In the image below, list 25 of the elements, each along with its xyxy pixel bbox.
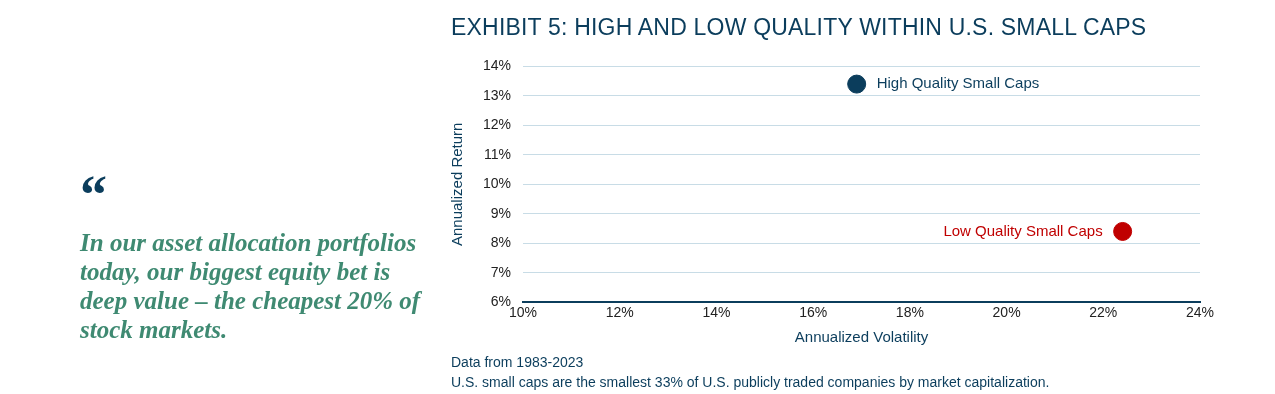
text: In our asset allocation portfolios today, our biggest equity bet is deep value – the cheapest 20% of stock markets. <box>80 228 423 344</box>
text: Data from 1983-2023 <box>451 353 585 372</box>
y-tick-label: 13% <box>482 86 512 103</box>
text: “ <box>80 165 107 225</box>
y-tick-label: 10% <box>482 175 512 192</box>
y-tick-label: 11% <box>484 145 512 162</box>
x-tick-label: 12% <box>605 304 634 321</box>
y-tick-label: 14% <box>482 57 512 74</box>
x-tick-label: 20% <box>992 304 1021 321</box>
y-tick-label: 7% <box>490 263 512 280</box>
y-tick-label: 8% <box>490 234 512 251</box>
x-tick-label: 16% <box>799 304 828 321</box>
x-axis-title: Annualized Volatility <box>794 328 929 346</box>
x-tick-label: 14% <box>702 304 731 321</box>
y-axis-title: Annualized Return <box>448 122 466 247</box>
text: U.S. small caps are the smallest 33% of U.S. publicly traded companies by market capitalization. <box>451 373 1050 392</box>
series-label: High Quality Small Caps <box>876 74 1040 92</box>
x-tick-label: 22% <box>1089 304 1118 321</box>
x-tick-label: 24% <box>1185 304 1215 321</box>
series-label: Low Quality Small Caps <box>943 221 1103 239</box>
y-tick-label: 12% <box>482 116 512 133</box>
chart-title: EXHIBIT 5: HIGH AND LOW QUALITY WITHIN U.S. SMALL CAPS <box>451 14 1147 41</box>
x-tick-label: 10% <box>509 304 538 321</box>
x-tick-label: 18% <box>895 304 924 321</box>
y-tick-label: 9% <box>490 204 512 221</box>
